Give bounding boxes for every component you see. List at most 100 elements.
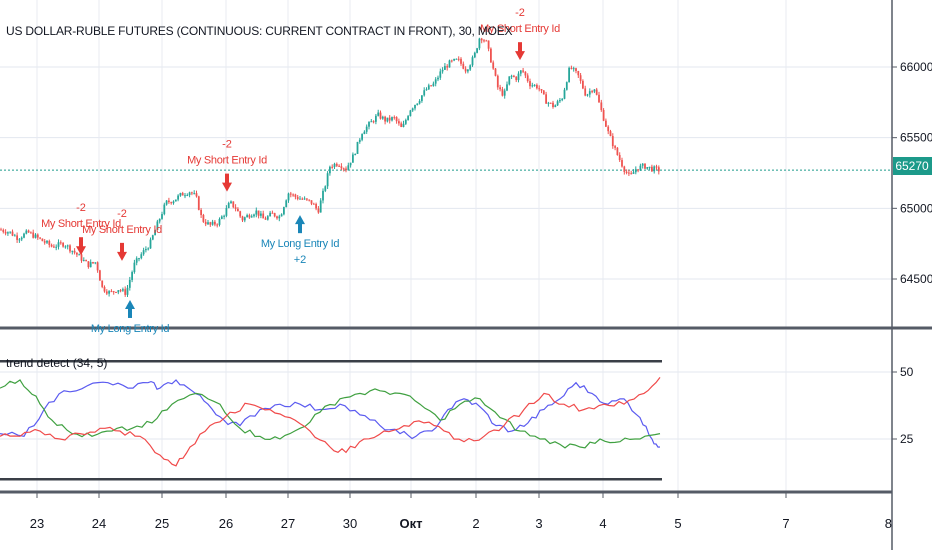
candle-body (11, 231, 14, 236)
candle-body (89, 262, 92, 268)
candle-body (179, 193, 182, 196)
time-axis-label: Окт (400, 516, 423, 531)
candle-body (76, 252, 78, 255)
candle-body (241, 216, 244, 221)
candle-body (605, 120, 607, 127)
candle-body (128, 279, 131, 288)
candle-body (161, 214, 163, 219)
candle-body (471, 57, 474, 66)
candle-body (85, 260, 87, 262)
candle-body (2, 229, 5, 232)
candle-body (628, 172, 630, 174)
candle-body (588, 91, 591, 95)
candle-body (568, 67, 570, 83)
candle-body (490, 48, 492, 63)
candle-body (517, 73, 520, 81)
candle-body (602, 109, 605, 121)
time-axis[interactable]: 23 24 25 26 27 30 Окт 2 3 4 5 7 8 (30, 493, 893, 531)
candle-body (561, 98, 564, 101)
indicator-line (0, 379, 661, 448)
candle-body (285, 200, 288, 208)
candle-body (154, 229, 156, 236)
candle-body (55, 246, 58, 248)
candle-body (404, 119, 407, 124)
price-axis[interactable]: 64500 65000 65500 66000 (892, 60, 932, 286)
candle-body (342, 168, 345, 170)
short-entry-qty: -2 (117, 208, 127, 220)
candle-body (563, 89, 566, 99)
price-candles (0, 37, 660, 297)
candle-body (411, 108, 414, 111)
candle-body (538, 88, 541, 90)
candle-body (352, 154, 354, 163)
candle-body (423, 90, 426, 96)
candle-body (145, 249, 147, 251)
candle-body (156, 221, 159, 230)
long-entry-arrow-shaft (298, 223, 302, 234)
time-axis-label: 8 (885, 516, 892, 531)
candle-body (280, 214, 283, 217)
candle-body (393, 117, 396, 119)
candle-body (499, 87, 501, 90)
candle-body (460, 58, 462, 64)
candle-body (299, 198, 301, 200)
candle-body (46, 240, 48, 243)
short-entry-label: My Short Entry Id (82, 224, 162, 236)
candle-body (496, 75, 499, 88)
candle-body (379, 112, 382, 119)
candle-body (354, 153, 357, 155)
candle-body (432, 83, 435, 87)
candle-body (609, 131, 612, 137)
candle-body (140, 254, 143, 259)
candle-body (457, 58, 460, 60)
candle-body (62, 243, 64, 247)
long-entry-arrow-shaft (128, 307, 132, 318)
candle-body (483, 40, 485, 42)
candle-body (220, 216, 223, 219)
candle-body (444, 66, 446, 70)
last-price-label: 65270 (895, 159, 929, 173)
candle-body (32, 232, 35, 238)
candle-body (92, 262, 94, 264)
time-axis-label: 4 (599, 516, 606, 531)
candle-body (36, 234, 39, 238)
candle-body (48, 240, 51, 245)
candle-body (71, 250, 74, 252)
candle-body (340, 166, 343, 169)
candle-body (230, 201, 232, 204)
candle-body (243, 217, 246, 221)
candle-body (552, 102, 554, 108)
candle-body (331, 166, 334, 168)
candle-body (407, 116, 409, 120)
candle-body (381, 116, 384, 119)
long-entry-qty: +2 (294, 254, 307, 266)
candle-body (315, 203, 317, 209)
candle-body (586, 94, 589, 96)
candle-body (124, 289, 127, 295)
candle-body (570, 67, 573, 69)
candle-body (170, 202, 173, 204)
candle-body (151, 235, 154, 240)
indicator-axis[interactable]: 25 50 (892, 365, 914, 446)
candle-body (276, 216, 278, 219)
candle-body (434, 79, 437, 84)
candle-body (197, 196, 200, 210)
candle-body (110, 291, 113, 293)
candle-body (7, 232, 9, 234)
candle-body (473, 52, 476, 58)
candle-body (96, 262, 99, 271)
candle-body (301, 198, 304, 200)
candle-body (448, 60, 451, 68)
candle-body (195, 193, 198, 197)
candle-body (492, 62, 495, 69)
candle-body (651, 166, 653, 172)
candle-body (536, 84, 538, 89)
candle-body (577, 71, 580, 76)
candle-body (363, 131, 366, 135)
candle-body (172, 201, 175, 204)
candle-body (181, 193, 184, 196)
candle-body (255, 210, 258, 215)
candle-body (142, 250, 145, 255)
candle-body (73, 250, 76, 253)
